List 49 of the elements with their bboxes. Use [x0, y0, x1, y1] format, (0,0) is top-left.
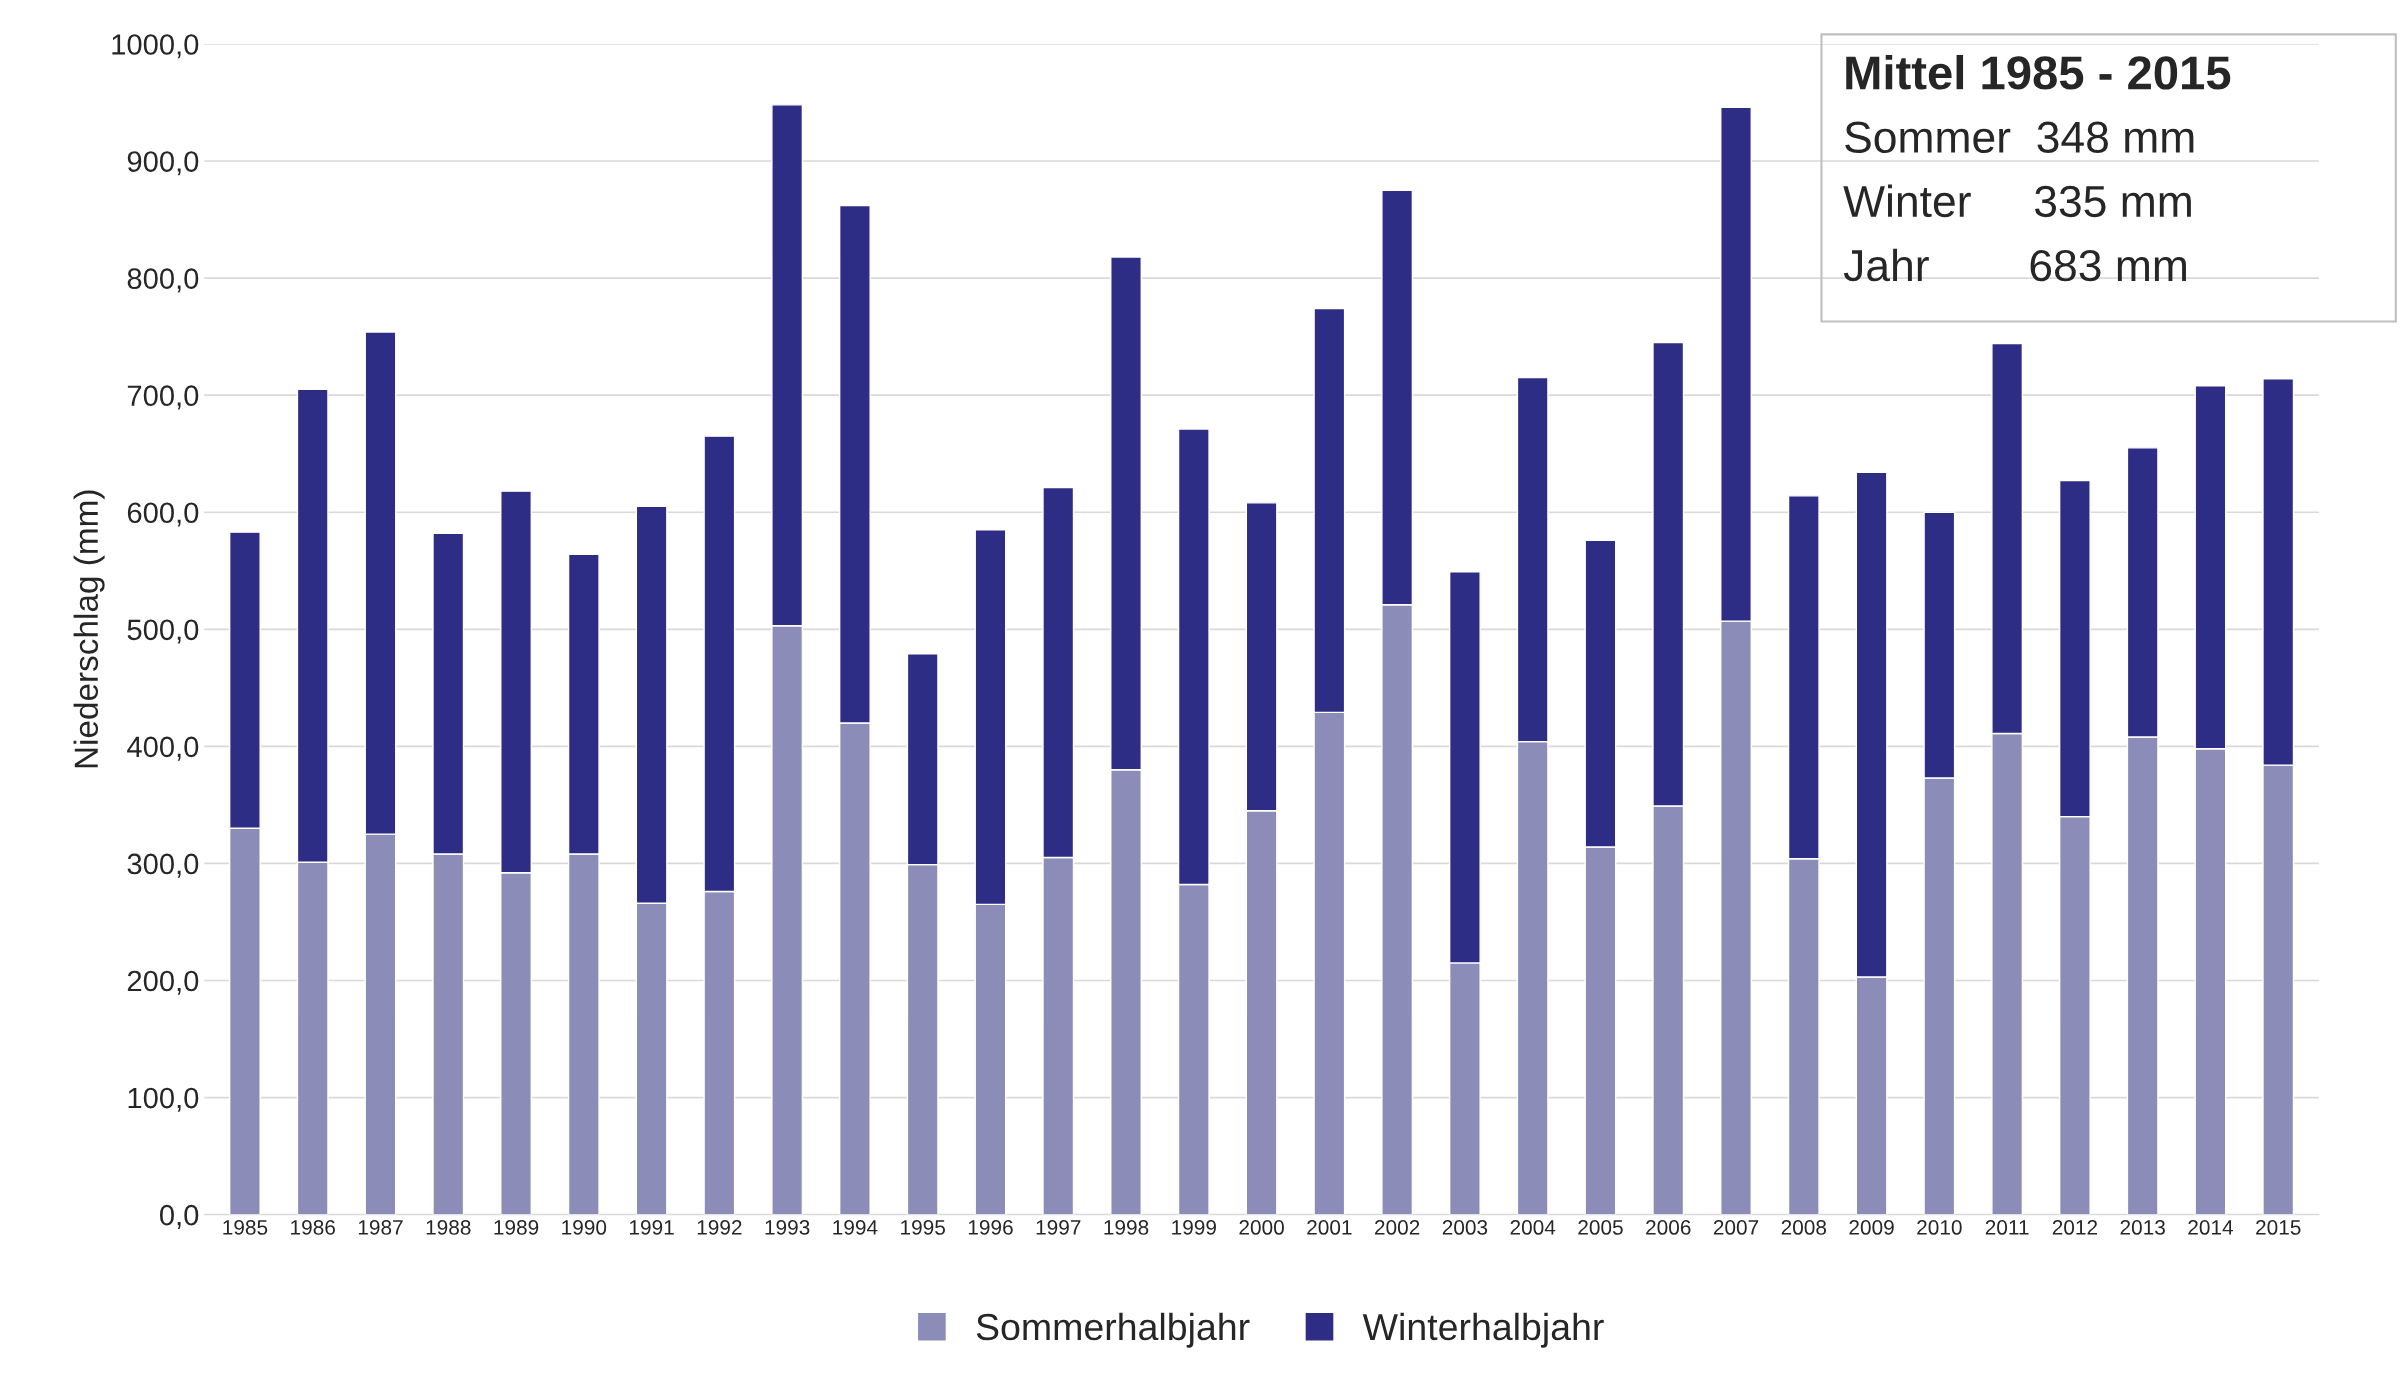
x-tick-label: 1988	[426, 1220, 471, 1235]
x-tick-label: 1996	[968, 1220, 1013, 1235]
legend-label: Sommerhalbjahr	[976, 1312, 1250, 1348]
y-tick-label: 1000,0	[112, 34, 199, 59]
y-tick-label: 800,0	[127, 268, 199, 293]
x-tick-label: 1993	[765, 1220, 810, 1235]
y-tick-label: 0,0	[159, 1204, 199, 1229]
x-tick-label: 2014	[2188, 1220, 2234, 1235]
x-tick-label: 1994	[833, 1220, 878, 1235]
x-tick-label: 2012	[2052, 1220, 2098, 1235]
x-tick-label: 1998	[1104, 1220, 1149, 1235]
annotation: Sommer 348 mm	[1845, 121, 2194, 154]
x-tick-label: 1986	[291, 1220, 335, 1235]
x-tick-label: 1990	[562, 1220, 607, 1235]
y-tick-label: 500,0	[127, 619, 199, 644]
y-tick-label: 900,0	[127, 151, 199, 176]
y-tick-label: 700,0	[127, 385, 199, 410]
x-tick-label: 1989	[494, 1220, 539, 1235]
x-tick-label: 1995	[901, 1220, 945, 1235]
y-tick-label: 300,0	[127, 853, 199, 878]
annotation: Jahr 683 mm	[1843, 248, 2186, 282]
x-tick-label: 2013	[2120, 1220, 2165, 1235]
x-tick-label: 2006	[1646, 1220, 1691, 1235]
y-tick-label: 200,0	[127, 970, 199, 995]
x-tick-label: 1992	[697, 1220, 742, 1235]
x-tick-label: 1997	[1036, 1220, 1081, 1235]
x-tick-label: 2004	[1510, 1220, 1556, 1235]
x-tick-label: 2005	[1578, 1220, 1623, 1235]
y-axis-title: Niederschlag (mm)	[73, 490, 105, 768]
y-tick-label: 400,0	[127, 736, 199, 761]
x-tick-label: 2011	[1985, 1220, 2029, 1235]
x-tick-label: 2001	[1307, 1220, 1352, 1235]
y-tick-label: 600,0	[127, 502, 199, 527]
x-tick-label: 1991	[630, 1220, 674, 1235]
annotation: Mittel 1985 - 2015	[1846, 54, 2231, 90]
y-tick-label: 100,0	[128, 1087, 199, 1112]
annotation: Winter 335 mm	[1843, 184, 2191, 218]
x-tick-label: 2008	[1781, 1220, 1827, 1235]
x-tick-label: 2007	[1713, 1220, 1759, 1235]
x-tick-label: 2015	[2256, 1220, 2301, 1235]
x-tick-label: 2003	[1442, 1220, 1488, 1235]
x-tick-label: 1987	[358, 1220, 403, 1235]
x-tick-label: 1985	[223, 1220, 268, 1235]
x-tick-label: 1999	[1172, 1220, 1216, 1235]
x-tick-label: 2010	[1917, 1220, 1962, 1235]
legend-label: Winterhalbjahr	[1362, 1312, 1604, 1348]
x-tick-label: 2000	[1239, 1220, 1284, 1235]
x-tick-label: 2009	[1849, 1220, 1894, 1235]
x-tick-label: 2002	[1375, 1220, 1420, 1235]
